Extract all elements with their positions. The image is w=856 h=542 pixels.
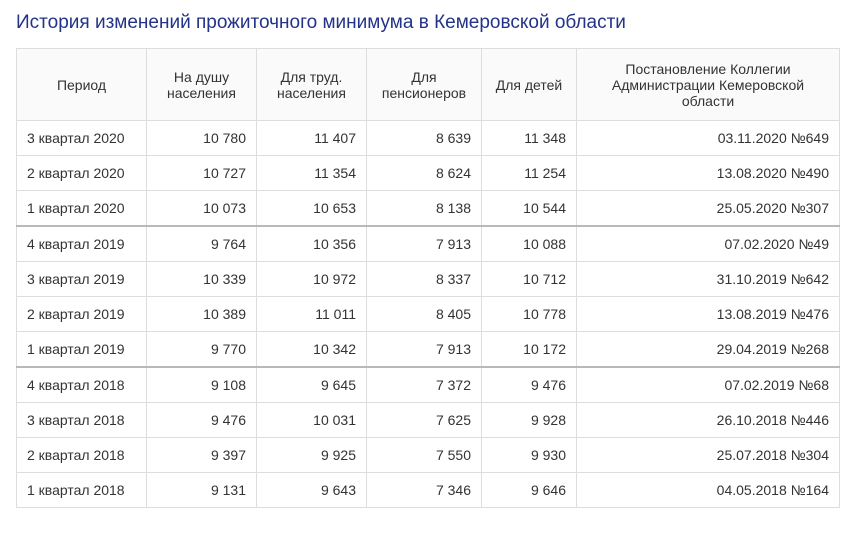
cell-per-capita: 9 131	[147, 473, 257, 508]
cell-period: 2 квартал 2019	[17, 297, 147, 332]
cell-working: 10 356	[257, 226, 367, 262]
col-pensioners: Для пенсионеров	[367, 49, 482, 121]
cell-period: 3 квартал 2020	[17, 121, 147, 156]
cell-per-capita: 9 770	[147, 332, 257, 368]
cell-children: 9 476	[482, 367, 577, 403]
cell-children: 10 712	[482, 262, 577, 297]
cell-per-capita: 9 476	[147, 403, 257, 438]
cell-pensioners: 8 405	[367, 297, 482, 332]
cell-working: 10 653	[257, 191, 367, 227]
cell-working: 11 011	[257, 297, 367, 332]
cell-decree: 25.05.2020 №307	[577, 191, 840, 227]
cell-children: 9 928	[482, 403, 577, 438]
cell-period: 4 квартал 2019	[17, 226, 147, 262]
cell-period: 1 квартал 2020	[17, 191, 147, 227]
table-row: 2 квартал 202010 72711 3548 62411 25413.…	[17, 156, 840, 191]
cell-per-capita: 9 108	[147, 367, 257, 403]
cell-decree: 31.10.2019 №642	[577, 262, 840, 297]
cell-period: 1 квартал 2019	[17, 332, 147, 368]
cell-children: 10 172	[482, 332, 577, 368]
cell-pensioners: 8 624	[367, 156, 482, 191]
cell-per-capita: 9 764	[147, 226, 257, 262]
col-working: Для труд. населения	[257, 49, 367, 121]
cell-period: 3 квартал 2019	[17, 262, 147, 297]
col-per-capita: На душу населения	[147, 49, 257, 121]
cell-decree: 04.05.2018 №164	[577, 473, 840, 508]
cell-children: 9 646	[482, 473, 577, 508]
cell-decree: 13.08.2020 №490	[577, 156, 840, 191]
cell-pensioners: 8 337	[367, 262, 482, 297]
cell-pensioners: 7 625	[367, 403, 482, 438]
cell-children: 10 778	[482, 297, 577, 332]
cell-working: 11 407	[257, 121, 367, 156]
cell-working: 11 354	[257, 156, 367, 191]
cell-decree: 29.04.2019 №268	[577, 332, 840, 368]
page-title: История изменений прожиточного минимума …	[16, 12, 840, 34]
col-period: Период	[17, 49, 147, 121]
cell-decree: 07.02.2019 №68	[577, 367, 840, 403]
cell-pensioners: 7 372	[367, 367, 482, 403]
cell-children: 11 254	[482, 156, 577, 191]
cell-per-capita: 9 397	[147, 438, 257, 473]
cell-per-capita: 10 780	[147, 121, 257, 156]
cell-per-capita: 10 339	[147, 262, 257, 297]
cell-per-capita: 10 389	[147, 297, 257, 332]
cell-decree: 25.07.2018 №304	[577, 438, 840, 473]
cell-period: 1 квартал 2018	[17, 473, 147, 508]
cell-children: 10 544	[482, 191, 577, 227]
cell-pensioners: 8 138	[367, 191, 482, 227]
col-children: Для детей	[482, 49, 577, 121]
cell-pensioners: 7 346	[367, 473, 482, 508]
table-row: 3 квартал 201910 33910 9728 33710 71231.…	[17, 262, 840, 297]
cell-period: 3 квартал 2018	[17, 403, 147, 438]
table-row: 4 квартал 20199 76410 3567 91310 08807.0…	[17, 226, 840, 262]
cell-pensioners: 7 913	[367, 226, 482, 262]
history-table: Период На душу населения Для труд. насел…	[16, 48, 840, 508]
cell-working: 10 342	[257, 332, 367, 368]
cell-per-capita: 10 073	[147, 191, 257, 227]
cell-period: 4 квартал 2018	[17, 367, 147, 403]
cell-working: 9 645	[257, 367, 367, 403]
table-row: 2 квартал 201910 38911 0118 40510 77813.…	[17, 297, 840, 332]
table-row: 2 квартал 20189 3979 9257 5509 93025.07.…	[17, 438, 840, 473]
cell-pensioners: 8 639	[367, 121, 482, 156]
header-row: Период На душу населения Для труд. насел…	[17, 49, 840, 121]
cell-per-capita: 10 727	[147, 156, 257, 191]
cell-decree: 07.02.2020 №49	[577, 226, 840, 262]
table-row: 1 квартал 20199 77010 3427 91310 17229.0…	[17, 332, 840, 368]
cell-children: 11 348	[482, 121, 577, 156]
cell-decree: 26.10.2018 №446	[577, 403, 840, 438]
col-decree: Постановление Коллегии Администрации Кем…	[577, 49, 840, 121]
cell-period: 2 квартал 2018	[17, 438, 147, 473]
cell-decree: 13.08.2019 №476	[577, 297, 840, 332]
cell-working: 9 643	[257, 473, 367, 508]
table-row: 1 квартал 20189 1319 6437 3469 64604.05.…	[17, 473, 840, 508]
cell-decree: 03.11.2020 №649	[577, 121, 840, 156]
cell-children: 10 088	[482, 226, 577, 262]
cell-pensioners: 7 550	[367, 438, 482, 473]
cell-working: 9 925	[257, 438, 367, 473]
table-row: 1 квартал 202010 07310 6538 13810 54425.…	[17, 191, 840, 227]
cell-period: 2 квартал 2020	[17, 156, 147, 191]
table-row: 3 квартал 202010 78011 4078 63911 34803.…	[17, 121, 840, 156]
cell-pensioners: 7 913	[367, 332, 482, 368]
cell-working: 10 031	[257, 403, 367, 438]
table-row: 3 квартал 20189 47610 0317 6259 92826.10…	[17, 403, 840, 438]
cell-working: 10 972	[257, 262, 367, 297]
cell-children: 9 930	[482, 438, 577, 473]
table-row: 4 квартал 20189 1089 6457 3729 47607.02.…	[17, 367, 840, 403]
